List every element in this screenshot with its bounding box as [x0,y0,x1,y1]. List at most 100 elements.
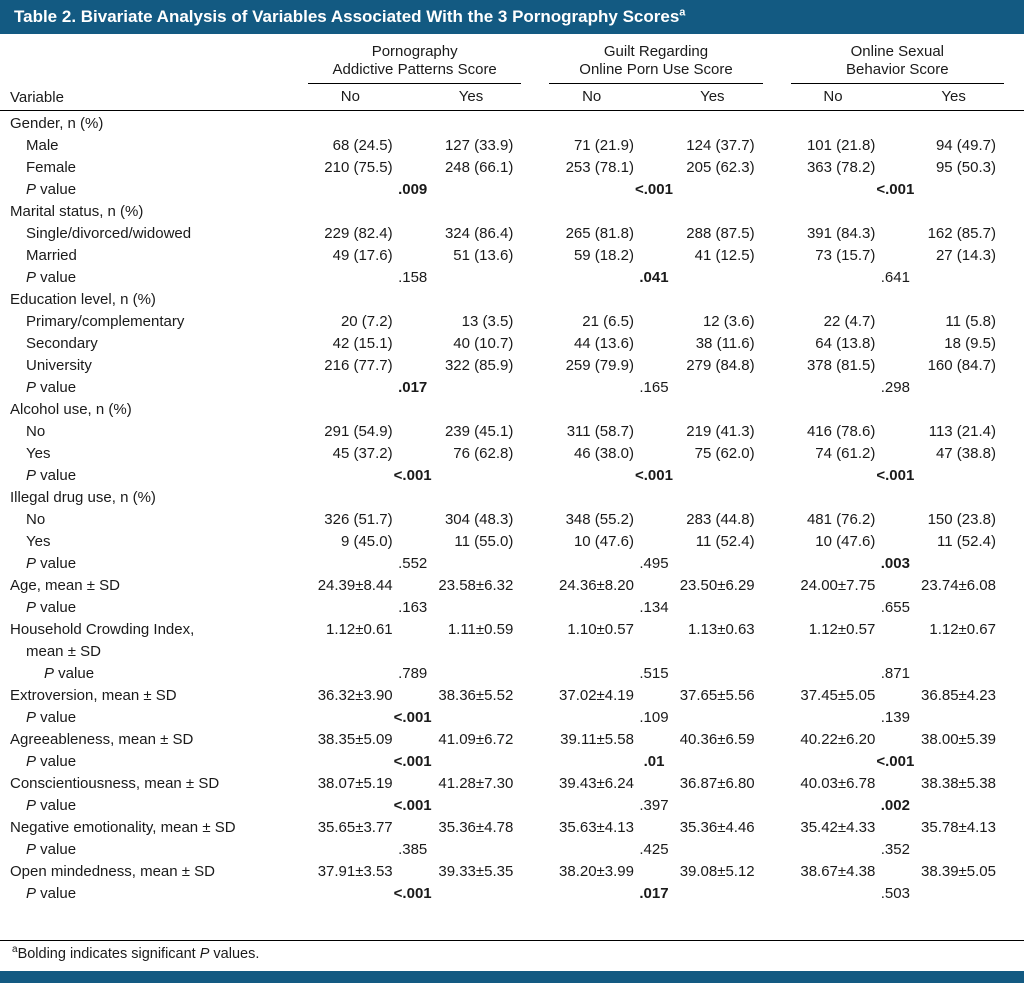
subheader-no: No [823,88,843,105]
pvalue-cell: <.001 [635,467,673,484]
value-cell: 76 (62.8) [453,445,514,462]
pvalue-cell: .139 [880,709,910,726]
pvalue-cell: .503 [880,885,910,902]
data-row: Negative emotionality, mean ± SD 35.65±3.… [0,817,1024,839]
pvalue-cell: <.001 [393,467,432,484]
value-cell: 127 (33.9) [444,137,514,154]
value-cell: 1.12±0.67 [929,621,996,638]
value-cell: 11 (55.0) [454,533,514,550]
value-cell: 101 (21.8) [806,137,876,154]
value-cell: 36.32±3.90 [317,687,393,704]
pvalue-row-label: P value [26,599,77,616]
pvalue-row: P value <.001 .01 <.001 [0,751,1024,773]
value-cell: 13 (3.5) [461,313,514,330]
row-label: Education level, n (%) [10,291,156,308]
pvalue-cell: .158 [398,269,428,286]
pvalue-row: P value <.001 <.001 <.001 [0,465,1024,487]
subheader-yes: Yes [941,88,966,105]
pvalue-cell: .397 [639,797,669,814]
data-row: Household Crowding Index, mean ± SD 1.12±0… [0,619,1024,663]
table-title-bar: Table 2. Bivariate Analysis of Variables… [0,0,1024,34]
value-cell: 35.36±4.46 [679,819,755,836]
p-italic: P [26,753,37,770]
value-cell: 40 (10.7) [453,335,514,352]
data-row: No 326 (51.7) 304 (48.3) 348 (55.2) 283 (44.… [0,509,1024,531]
value-cell: 35.63±4.13 [559,819,634,836]
section-row: Education level, n (%) [0,289,1024,311]
value-cell: 216 (77.7) [324,357,393,374]
footnote-p-italic: P [199,946,210,962]
pvalue-cell: .515 [639,665,669,682]
value-cell: 113 (21.4) [928,423,996,440]
value-cell: 39.43±6.24 [559,775,634,792]
value-cell: 42 (15.1) [332,335,393,352]
p-italic: P [26,379,37,396]
row-label: Married [26,247,77,264]
value-cell: 378 (81.5) [806,357,876,374]
value-cell: 205 (62.3) [686,159,755,176]
value-cell: 10 (47.6) [815,533,876,550]
p-italic: P [26,885,37,902]
pvalue-cell: .109 [639,709,669,726]
value-cell: 23.74±6.08 [921,577,996,594]
pvalue-row: P value .017 .165 .298 [0,377,1024,399]
value-cell: 41 (12.5) [694,247,755,264]
value-cell: 41.28±7.30 [438,775,514,792]
value-cell: 39.11±5.58 [560,731,634,748]
value-cell: 40.03±6.78 [800,775,876,792]
row-label: Secondary [26,335,98,352]
pvalue-row: P value .158 .041 .641 [0,267,1024,289]
pvalue-row-label: P value [26,753,77,770]
value-cell: 150 (23.8) [927,511,996,528]
pvalue-row: P value .552 .495 .003 [0,553,1024,575]
value-cell: 348 (55.2) [565,511,634,528]
value-cell: 1.13±0.63 [688,621,755,638]
pvalue-row-label: P value [26,841,77,858]
row-label-line2: mean ± SD [26,643,101,660]
value-cell: 40.36±6.59 [679,731,755,748]
section-row: Illegal drug use, n (%) [0,487,1024,509]
value-cell: 38.07±5.19 [317,775,393,792]
value-cell: 12 (3.6) [702,313,755,330]
pvalue-cell: .385 [398,841,428,858]
value-cell: 1.12±0.57 [808,621,876,638]
value-cell: 49 (17.6) [332,247,393,264]
value-cell: 39.08±5.12 [679,863,755,880]
value-cell: 162 (85.7) [927,225,996,242]
value-cell: 9 (45.0) [340,533,393,550]
value-cell: 22 (4.7) [823,313,876,330]
pvalue-row-label: P value [26,885,77,902]
value-cell: 37.91±3.53 [317,863,393,880]
data-row: Extroversion, mean ± SD 36.32±3.90 38.36±5… [0,685,1024,707]
pvalue-cell: <.001 [393,797,432,814]
pvalue-row-label: P value [26,181,77,198]
value-cell: 18 (9.5) [944,335,996,352]
section-row: Alcohol use, n (%) [0,399,1024,421]
value-cell: 259 (79.9) [565,357,634,374]
value-cell: 416 (78.6) [806,423,876,440]
value-cell: 71 (21.9) [573,137,634,154]
pvalue-cell: <.001 [393,709,432,726]
value-cell: 38.20±3.99 [559,863,634,880]
value-cell: 391 (84.3) [806,225,876,242]
value-cell: 38.67±4.38 [800,863,876,880]
group-label-line2: Addictive Patterns Score [332,61,497,78]
table-body: Gender, n (%) Male 68 (24.5) 127 (33.9) 71 (… [0,111,1024,940]
pvalue-cell: .655 [880,599,910,616]
footnote-text-end: values. [209,946,260,962]
value-cell: 1.12±0.61 [326,621,393,638]
value-cell: 304 (48.3) [444,511,514,528]
row-label: Yes [26,445,51,462]
value-cell: 45 (37.2) [332,445,393,462]
data-row: Primary/complementary 20 (7.2) 13 (3.5) 21 … [0,311,1024,333]
value-cell: 37.65±5.56 [679,687,755,704]
pvalue-row: P value <.001 .109 .139 [0,707,1024,729]
value-cell: 248 (66.1) [444,159,514,176]
pvalue-cell: <.001 [876,467,915,484]
subheader-yes: Yes [700,88,725,105]
value-cell: 10 (47.6) [573,533,634,550]
value-cell: 210 (75.5) [324,159,393,176]
row-label: Conscientiousness, mean ± SD [10,775,220,792]
value-cell: 363 (78.2) [806,159,876,176]
pvalue-cell: .641 [880,269,910,286]
